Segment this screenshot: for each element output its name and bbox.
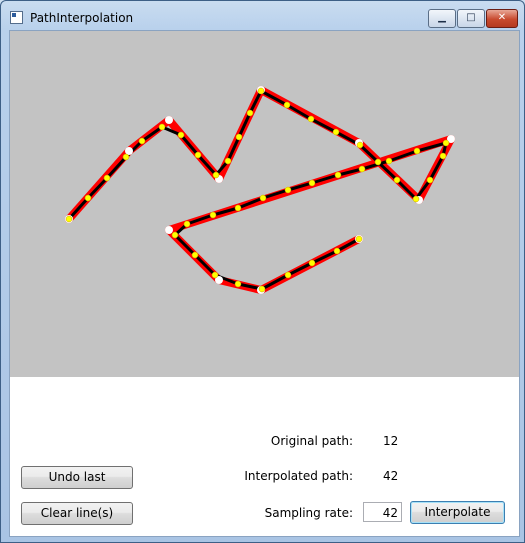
interpolated-point <box>65 215 73 223</box>
interpolated-point <box>358 165 366 173</box>
window-title: PathInterpolation <box>30 11 134 25</box>
interpolate-button[interactable]: Interpolate <box>410 501 505 524</box>
interpolated-point <box>258 285 266 293</box>
maximize-button[interactable]: □ <box>457 9 485 28</box>
interpolated-path-count: 42 <box>383 469 399 483</box>
interpolated-point <box>259 194 267 202</box>
drawing-canvas[interactable] <box>10 31 519 377</box>
interpolated-point <box>183 220 191 228</box>
interpolated-point <box>246 109 254 117</box>
client-area: Original path: 12 Interpolated path: 42 … <box>9 30 520 537</box>
close-button[interactable]: ✕ <box>486 9 518 28</box>
original-points <box>65 86 455 294</box>
interpolated-point <box>385 157 393 165</box>
original-point <box>215 276 223 284</box>
interpolated-point <box>211 271 219 279</box>
interpolated-point <box>103 174 111 182</box>
interpolated-point <box>308 179 316 187</box>
interpolated-point <box>374 158 382 166</box>
interpolated-point <box>413 147 421 155</box>
interpolated-point <box>334 171 342 179</box>
title-bar[interactable]: PathInterpolation ▁ □ ✕ <box>1 1 524 29</box>
interpolated-point <box>138 137 146 145</box>
interpolated-point <box>194 151 202 159</box>
interpolated-point <box>439 152 447 160</box>
interpolated-point <box>284 271 292 279</box>
interpolated-point <box>332 128 340 136</box>
interpolated-point <box>122 153 130 161</box>
original-point <box>165 226 173 234</box>
interpolated-point <box>284 186 292 194</box>
interpolated-path-line <box>67 89 448 291</box>
clear-lines-button[interactable]: Clear line(s) <box>21 502 133 525</box>
interpolated-point <box>333 247 341 255</box>
interpolated-point <box>177 131 185 139</box>
interpolated-point <box>234 280 242 288</box>
interpolated-point <box>209 211 217 219</box>
interpolated-point <box>307 115 315 123</box>
interpolated-path-label: Interpolated path: <box>244 469 353 483</box>
original-point <box>165 116 173 124</box>
minimize-button[interactable]: ▁ <box>428 9 456 28</box>
interpolated-point <box>412 195 420 203</box>
undo-last-button[interactable]: Undo last <box>21 466 133 489</box>
interpolated-point <box>442 139 450 147</box>
path-drawing <box>65 86 455 294</box>
original-point <box>125 147 133 155</box>
interpolated-point <box>356 141 364 149</box>
interpolated-point <box>235 133 243 141</box>
original-path-outline <box>65 86 455 294</box>
interpolated-point <box>426 176 434 184</box>
original-point <box>447 135 455 143</box>
interpolated-point <box>158 123 166 131</box>
interpolated-point <box>84 194 92 202</box>
sampling-rate-input[interactable]: 42 <box>363 502 402 522</box>
interpolated-points <box>65 87 450 293</box>
original-path-label: Original path: <box>270 434 353 448</box>
interpolated-point <box>308 259 316 267</box>
interpolated-point <box>191 251 199 259</box>
interpolated-point <box>393 176 401 184</box>
app-window-icon <box>10 11 23 24</box>
sampling-rate-label: Sampling rate: <box>264 506 353 520</box>
interpolated-point <box>234 204 242 212</box>
interpolated-point <box>224 157 232 165</box>
interpolated-point <box>171 231 179 239</box>
interpolated-point <box>257 87 265 95</box>
original-path-count: 12 <box>383 434 399 448</box>
interpolated-point <box>283 101 291 109</box>
interpolated-point <box>355 235 363 243</box>
interpolated-point <box>212 171 220 179</box>
